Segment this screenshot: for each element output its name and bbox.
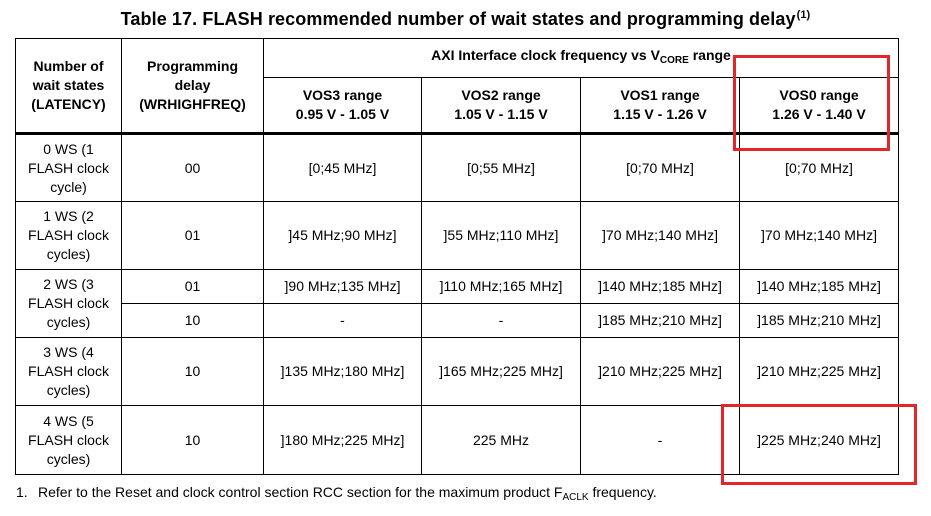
- highlight-box-vos0-header: [733, 55, 890, 151]
- highlight-box-vos0-4ws: [721, 404, 917, 485]
- freq-cell: ]180 MHz;225 MHz]: [263, 405, 422, 475]
- delay-cell: 10: [121, 337, 264, 406]
- freq-cell: ]225 MHz;240 MHz]: [739, 405, 899, 475]
- freq-cell: ]90 MHz;135 MHz]: [263, 269, 422, 304]
- freq-cell: ]140 MHz;185 MHz]: [580, 269, 740, 304]
- freq-cell: ]140 MHz;185 MHz]: [739, 269, 899, 304]
- freq-cell: 225 MHz: [421, 405, 581, 475]
- freq-cell: ]55 MHz;110 MHz]: [421, 201, 581, 270]
- latency-cell: 1 WS (2 FLASH clock cycles): [15, 201, 122, 270]
- freq-cell: -: [421, 303, 581, 338]
- freq-cell: [0;45 MHz]: [263, 133, 422, 202]
- delay-cell: 10: [121, 303, 264, 338]
- freq-cell: [0;55 MHz]: [421, 133, 581, 202]
- table-title: Table 17. FLASH recommended number of wa…: [120, 9, 811, 29]
- table-row: 2 WS (3 FLASH clock cycles) 01 ]90 MHz;135…: [15, 269, 899, 338]
- freq-cell: ]110 MHz;165 MHz]: [421, 269, 581, 304]
- freq-cell: ]185 MHz;210 MHz]: [580, 303, 740, 338]
- flash-wait-states-table: Number of wait states (LATENCY) Programmin…: [15, 38, 899, 475]
- table-footnote: 1. Refer to the Reset and clock control s…: [16, 484, 657, 503]
- freq-cell: ]185 MHz;210 MHz]: [739, 303, 899, 338]
- table-row: 0 WS (1 FLASH clock cycle) 00 [0;45 MHz] […: [15, 133, 899, 202]
- freq-cell: ]45 MHz;90 MHz]: [263, 201, 422, 270]
- latency-cell: 3 WS (4 FLASH clock cycles): [15, 337, 122, 406]
- delay-cell: 10: [121, 405, 264, 475]
- delay-cell: 01: [121, 201, 264, 270]
- latency-cell: 0 WS (1 FLASH clock cycle): [15, 133, 122, 202]
- freq-cell: [0;70 MHz]: [739, 133, 899, 202]
- table-row: 1 WS (2 FLASH clock cycles) 01 ]45 MHz;90 …: [15, 201, 899, 270]
- delay-cell: 01: [121, 269, 264, 304]
- latency-cell: 2 WS (3 FLASH clock cycles): [15, 269, 122, 338]
- freq-cell: -: [263, 303, 422, 338]
- header-vos0: VOS0 range 1.26 V - 1.40 V: [739, 77, 899, 135]
- freq-cell: ]70 MHz;140 MHz]: [739, 201, 899, 270]
- header-vos3: VOS3 range 0.95 V - 1.05 V: [263, 77, 422, 135]
- header-latency: Number of wait states (LATENCY): [15, 38, 122, 135]
- table-row: 4 WS (5 FLASH clock cycles) 10 ]180 MHz;22…: [15, 405, 899, 475]
- title-footnote-ref: (1): [796, 9, 811, 21]
- table-row: 10 - - ]185 MHz;210 MHz] ]185 MHz;210 MH…: [16, 303, 899, 338]
- header-programming-delay: Programming delay (WRHIGHFREQ): [121, 38, 264, 135]
- freq-cell: ]210 MHz;225 MHz]: [580, 337, 740, 406]
- freq-cell: -: [580, 405, 740, 475]
- freq-cell: [0;70 MHz]: [580, 133, 740, 202]
- header-vos1: VOS1 range 1.15 V - 1.26 V: [580, 77, 740, 135]
- freq-cell: ]135 MHz;180 MHz]: [263, 337, 422, 406]
- freq-cell: ]165 MHz;225 MHz]: [421, 337, 581, 406]
- latency-cell: 4 WS (5 FLASH clock cycles): [15, 405, 122, 475]
- table-row: 3 WS (4 FLASH clock cycles) 10 ]135 MHz;18…: [15, 337, 899, 406]
- header-axi-group: AXI Interface clock frequency vs VCORE r…: [263, 38, 899, 78]
- freq-cell: ]210 MHz;225 MHz]: [739, 337, 899, 406]
- header-vos2: VOS2 range 1.05 V - 1.15 V: [421, 77, 581, 135]
- delay-cell: 00: [121, 133, 264, 202]
- freq-cell: ]70 MHz;140 MHz]: [580, 201, 740, 270]
